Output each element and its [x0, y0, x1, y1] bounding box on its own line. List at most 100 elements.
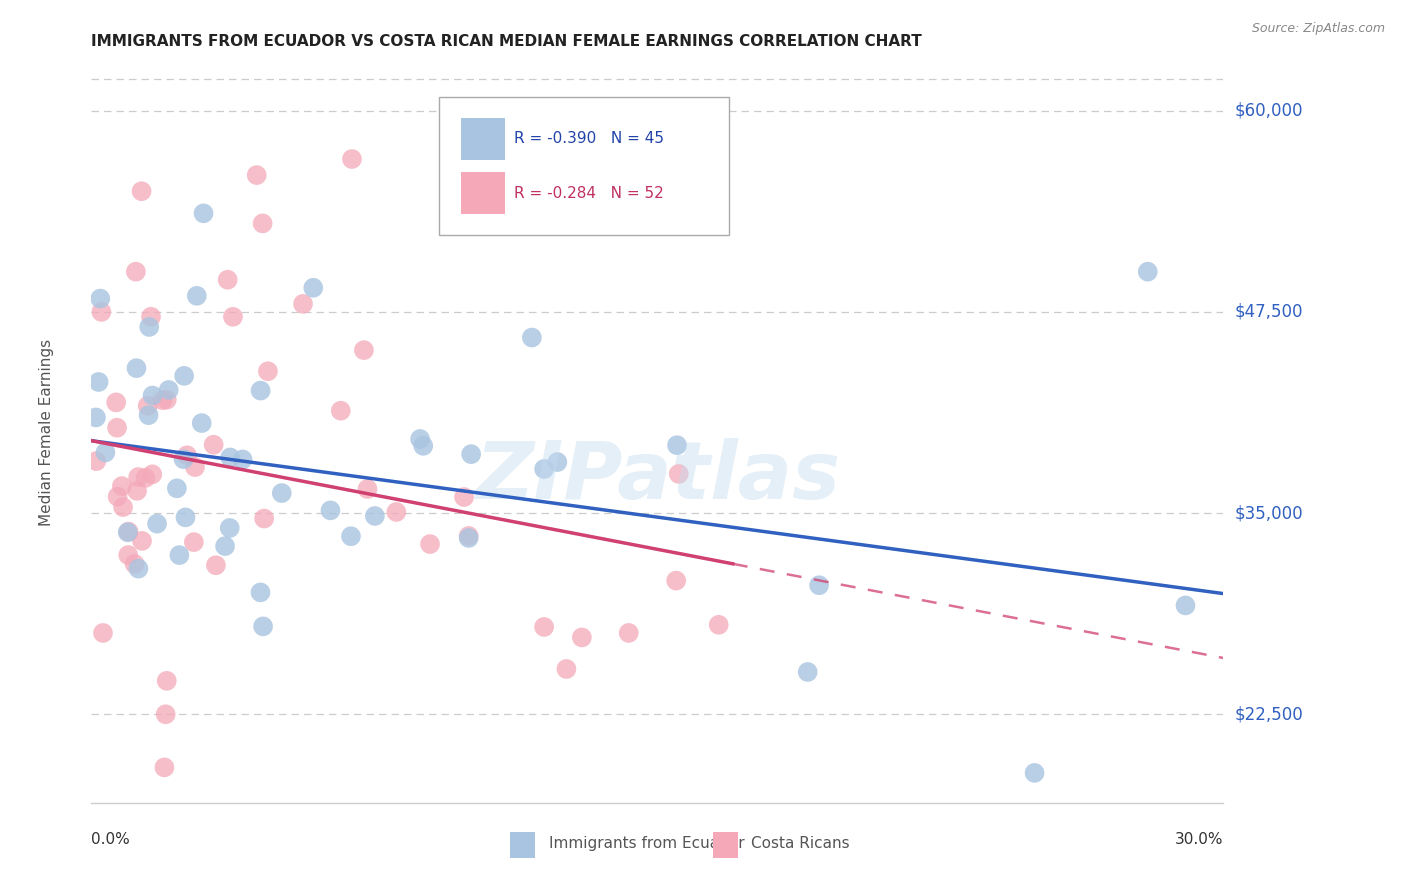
Point [141, 388, 163, 402]
Point [141, 467, 163, 482]
Point [125, 483, 148, 498]
Point [202, 438, 225, 452]
Point [86, 454, 108, 468]
Point [131, 533, 153, 548]
Text: ZIPatlas: ZIPatlas [475, 438, 839, 516]
Point [117, 524, 139, 539]
Point [127, 470, 149, 484]
Point [205, 558, 228, 573]
Text: $47,500: $47,500 [1234, 303, 1303, 321]
Point [173, 452, 195, 467]
Point [156, 673, 179, 688]
Point [353, 343, 375, 358]
Point [193, 206, 215, 220]
Point [270, 486, 292, 500]
Point [107, 490, 129, 504]
FancyBboxPatch shape [461, 119, 505, 160]
Point [156, 392, 179, 407]
Point [176, 448, 198, 462]
Point [302, 281, 325, 295]
Point [533, 462, 555, 476]
Point [1136, 265, 1159, 279]
Point [617, 626, 640, 640]
Point [232, 452, 254, 467]
Point [90, 305, 112, 319]
Point [252, 619, 274, 633]
Text: 30.0%: 30.0% [1175, 832, 1223, 847]
Text: Costa Ricans: Costa Ricans [751, 836, 849, 851]
Text: Median Female Earnings: Median Female Earnings [38, 339, 53, 526]
FancyBboxPatch shape [713, 832, 738, 858]
Point [252, 216, 274, 230]
Point [453, 490, 475, 504]
Point [666, 438, 689, 452]
Point [111, 479, 134, 493]
Point [183, 535, 205, 549]
FancyBboxPatch shape [461, 172, 505, 214]
Point [157, 383, 180, 397]
Point [105, 395, 128, 409]
Point [292, 297, 315, 311]
Point [257, 364, 280, 378]
Point [169, 548, 191, 562]
Point [184, 460, 207, 475]
Point [329, 403, 352, 417]
Point [91, 626, 114, 640]
Point [1024, 765, 1046, 780]
Point [246, 168, 269, 182]
Point [457, 529, 479, 543]
Point [1174, 599, 1197, 613]
Text: $35,000: $35,000 [1234, 504, 1303, 522]
Point [460, 447, 482, 461]
Point [166, 481, 188, 495]
Text: 0.0%: 0.0% [91, 832, 131, 847]
FancyBboxPatch shape [439, 97, 728, 235]
Point [138, 320, 160, 334]
Point [174, 510, 197, 524]
Text: R = -0.390   N = 45: R = -0.390 N = 45 [513, 131, 664, 146]
Point [173, 368, 195, 383]
Point [218, 521, 240, 535]
Point [139, 310, 162, 324]
Point [186, 289, 208, 303]
Point [217, 273, 239, 287]
Point [117, 525, 139, 540]
Point [412, 439, 434, 453]
Point [112, 500, 135, 514]
Text: $60,000: $60,000 [1234, 102, 1303, 120]
Point [707, 617, 730, 632]
Point [117, 548, 139, 562]
Point [94, 445, 117, 459]
Point [319, 503, 342, 517]
Point [796, 665, 818, 679]
Point [134, 471, 156, 485]
Point [105, 420, 128, 434]
Point [340, 529, 363, 543]
Point [249, 384, 271, 398]
Point [356, 482, 378, 496]
Point [409, 432, 432, 446]
Text: Immigrants from Ecuador: Immigrants from Ecuador [548, 836, 744, 851]
Point [546, 455, 568, 469]
Point [214, 539, 236, 553]
Text: $22,500: $22,500 [1234, 706, 1303, 723]
Point [125, 361, 148, 376]
Point [340, 152, 363, 166]
Point [222, 310, 245, 324]
Point [253, 511, 276, 525]
Point [364, 508, 387, 523]
Point [125, 265, 148, 279]
Text: Source: ZipAtlas.com: Source: ZipAtlas.com [1251, 22, 1385, 36]
Point [249, 585, 271, 599]
Point [153, 760, 176, 774]
Point [219, 450, 242, 465]
Point [127, 561, 149, 575]
Point [155, 707, 177, 722]
Point [84, 410, 107, 425]
Point [808, 578, 831, 592]
Text: R = -0.284   N = 52: R = -0.284 N = 52 [513, 186, 664, 202]
Point [457, 531, 479, 545]
Point [571, 631, 593, 645]
Point [520, 330, 543, 344]
Point [124, 557, 146, 571]
